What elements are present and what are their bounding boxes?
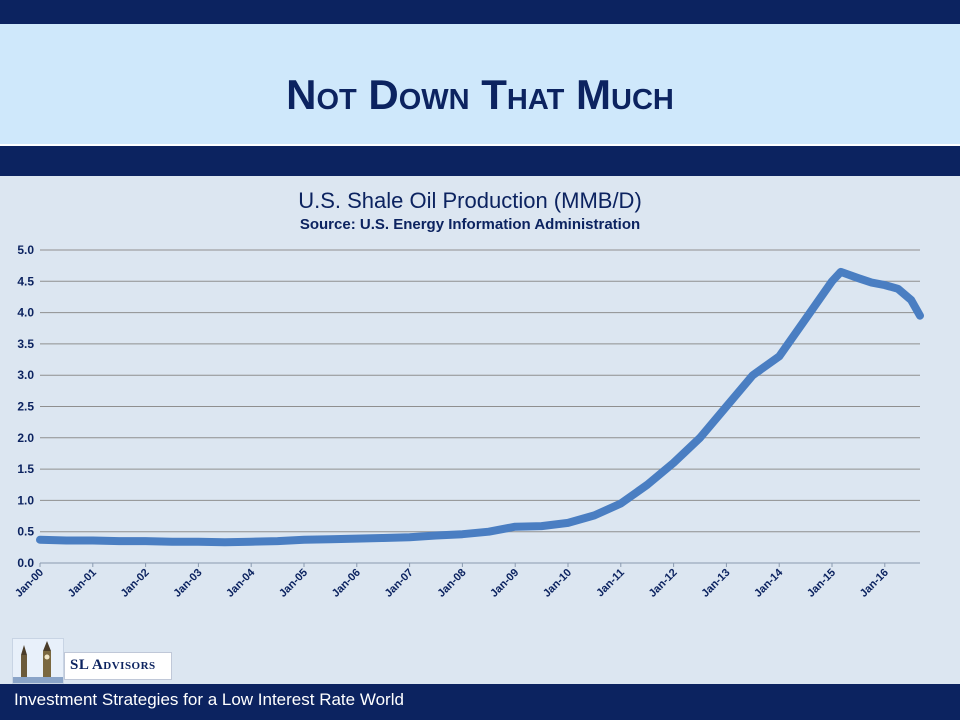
divider-band bbox=[0, 146, 960, 176]
x-tick-label: Jan-07 bbox=[383, 567, 416, 600]
data-point bbox=[839, 270, 843, 274]
y-tick-label: 5.0 bbox=[17, 243, 34, 257]
x-tick-label: Jan-14 bbox=[752, 566, 786, 600]
chart-title: U.S. Shale Oil Production (MMB/D) bbox=[298, 188, 642, 213]
data-point bbox=[856, 276, 860, 280]
chart-area-background bbox=[0, 176, 960, 684]
footer-text: Investment Strategies for a Low Interest… bbox=[14, 690, 404, 709]
y-tick-label: 4.5 bbox=[17, 274, 34, 288]
data-point bbox=[223, 540, 227, 544]
data-point bbox=[777, 354, 781, 358]
data-point bbox=[170, 540, 174, 544]
y-tick-label: 4.0 bbox=[17, 306, 34, 320]
top-band bbox=[0, 0, 960, 24]
y-tick-label: 2.5 bbox=[17, 400, 34, 414]
x-tick-label: Jan-09 bbox=[488, 567, 521, 600]
x-tick-label: Jan-13 bbox=[699, 567, 732, 600]
data-point bbox=[566, 521, 570, 525]
x-tick-label: Jan-00 bbox=[13, 567, 46, 600]
x-tick-label: Jan-01 bbox=[66, 567, 99, 600]
data-point bbox=[672, 461, 676, 465]
data-point bbox=[896, 287, 900, 291]
chart-subtitle: Source: U.S. Energy Information Administ… bbox=[299, 216, 641, 233]
x-tick-label: Jan-04 bbox=[224, 566, 258, 600]
x-tick-label: Jan-02 bbox=[119, 567, 152, 600]
y-tick-label: 1.0 bbox=[17, 493, 34, 507]
x-axis-ticks: Jan-00 Jan-01 Jan-02 Jan-03 Jan-04 Jan-05 Jan-… bbox=[13, 563, 891, 600]
data-point bbox=[698, 436, 702, 440]
x-tick-label: Jan-05 bbox=[277, 567, 310, 600]
y-tick-label: 3.5 bbox=[17, 337, 34, 351]
data-point bbox=[918, 314, 922, 318]
data-point bbox=[91, 539, 95, 542]
x-tick-label: Jan-12 bbox=[647, 567, 680, 600]
big-ben-icon bbox=[13, 641, 63, 683]
logo-text: SL Advisors bbox=[70, 657, 156, 673]
data-point bbox=[870, 281, 874, 285]
x-tick-label: Jan-11 bbox=[594, 567, 627, 600]
data-point bbox=[909, 298, 913, 302]
data-point bbox=[117, 539, 121, 543]
data-point bbox=[540, 524, 544, 528]
logo: SL Advisors bbox=[12, 638, 172, 684]
series-line-shale-oil-production bbox=[36, 267, 924, 547]
data-point bbox=[38, 538, 42, 542]
data-point bbox=[724, 405, 728, 408]
x-tick-label: Jan-06 bbox=[330, 567, 363, 600]
y-axis-ticks: 0.0 0.5 1.0 1.5 2.0 2.5 3.0 3.5 4.0 4.5 5.0 bbox=[17, 243, 34, 570]
data-point bbox=[328, 537, 332, 541]
data-point bbox=[64, 539, 68, 542]
y-tick-label: 0.5 bbox=[17, 525, 34, 539]
y-tick-label: 3.0 bbox=[17, 368, 34, 382]
grid-lines bbox=[40, 249, 920, 564]
data-point bbox=[487, 530, 491, 534]
x-tick-label: Jan-16 bbox=[858, 567, 891, 600]
data-point bbox=[408, 535, 412, 539]
y-tick-label: 0.0 bbox=[17, 556, 34, 570]
data-point bbox=[830, 279, 834, 283]
series-layer bbox=[36, 267, 924, 547]
logo-plate bbox=[64, 652, 172, 680]
data-point bbox=[619, 502, 623, 505]
footer-band bbox=[0, 684, 960, 720]
logo-emblem bbox=[12, 638, 64, 684]
data-point bbox=[804, 317, 808, 321]
data-point bbox=[592, 513, 596, 517]
data-point bbox=[381, 536, 385, 540]
x-tick-label: Jan-15 bbox=[805, 567, 838, 600]
data-point bbox=[196, 540, 200, 544]
data-point bbox=[645, 483, 649, 487]
data-point bbox=[276, 539, 280, 543]
data-point bbox=[751, 373, 755, 377]
data-point bbox=[434, 534, 438, 537]
x-tick-label: Jan-10 bbox=[541, 567, 574, 600]
x-tick-label: Jan-03 bbox=[171, 567, 204, 600]
y-tick-label: 1.5 bbox=[17, 462, 34, 476]
slide-title: Not Down That Much bbox=[286, 71, 674, 118]
data-point bbox=[355, 537, 359, 541]
x-tick-label: Jan-08 bbox=[435, 567, 468, 600]
data-point bbox=[302, 538, 306, 542]
data-point bbox=[513, 525, 517, 529]
title-band bbox=[0, 24, 960, 146]
data-point bbox=[249, 540, 253, 544]
y-tick-label: 2.0 bbox=[17, 431, 34, 445]
data-point bbox=[144, 539, 148, 543]
data-point bbox=[883, 283, 887, 287]
data-point bbox=[460, 532, 464, 536]
